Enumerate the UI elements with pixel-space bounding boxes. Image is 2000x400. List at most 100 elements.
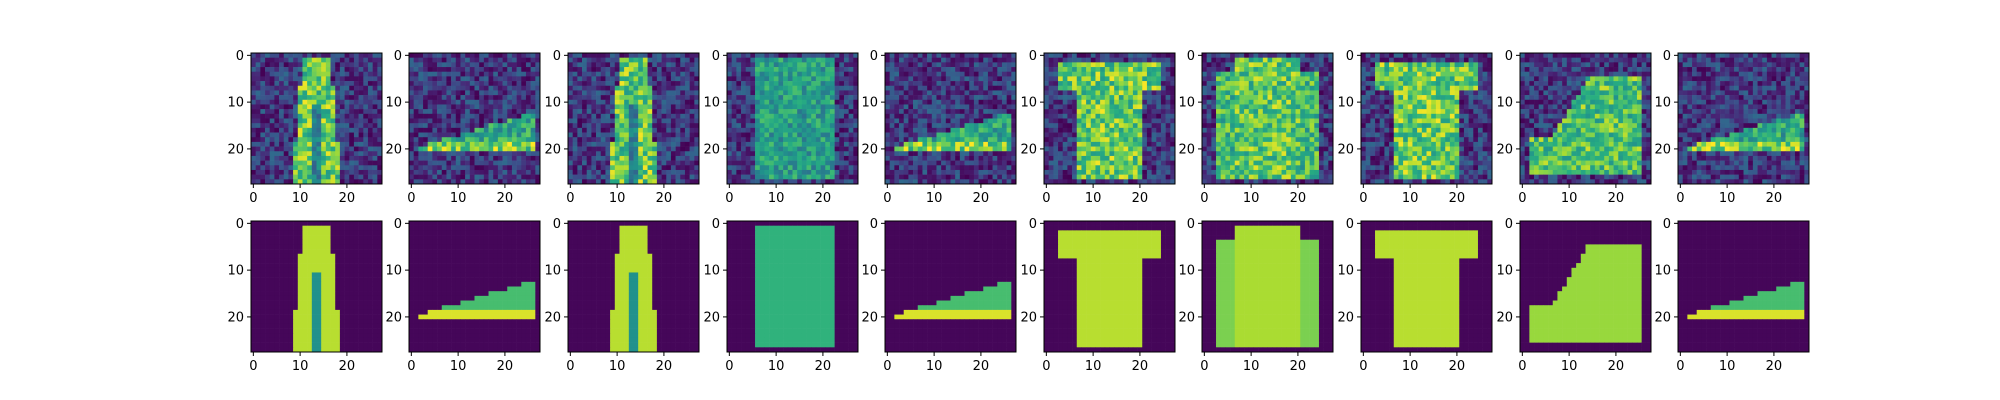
pixel-cell bbox=[755, 104, 761, 110]
pixel-cell bbox=[633, 57, 639, 63]
pixel-cell bbox=[787, 146, 793, 152]
pixel-cell bbox=[255, 99, 261, 105]
pixel-cell bbox=[684, 160, 690, 166]
pixel-cell bbox=[1044, 137, 1049, 143]
pixel-cell bbox=[269, 67, 275, 73]
pixel-cell bbox=[815, 62, 821, 68]
pixel-cell bbox=[488, 104, 494, 110]
pixel-cell bbox=[409, 67, 414, 73]
pixel-cell bbox=[778, 132, 784, 138]
pixel-cell bbox=[853, 81, 859, 87]
pixel-cell bbox=[950, 151, 956, 157]
pixel-cell bbox=[591, 146, 597, 152]
pixel-cell bbox=[987, 165, 993, 171]
pixel-cell bbox=[1100, 174, 1106, 180]
pixel-cell bbox=[525, 146, 531, 152]
pixel-cell bbox=[1081, 90, 1087, 96]
pixel-cell bbox=[1048, 151, 1054, 157]
pixel-cell bbox=[330, 57, 336, 63]
pixel-cell bbox=[825, 179, 831, 185]
pixel-cell bbox=[1048, 67, 1054, 73]
pixel-cell bbox=[783, 57, 789, 63]
pixel-cell bbox=[507, 90, 513, 96]
pixel-cell bbox=[260, 90, 266, 96]
pixel-cell bbox=[614, 76, 620, 82]
pixel-cell bbox=[885, 113, 890, 119]
pixel-cell bbox=[260, 141, 266, 147]
pixel-cell bbox=[997, 67, 1003, 73]
pixel-cell bbox=[409, 174, 414, 180]
pixel-cell bbox=[1100, 81, 1106, 87]
pixel-cell bbox=[479, 151, 485, 157]
pixel-cell bbox=[1006, 53, 1012, 58]
pixel-cell bbox=[311, 179, 317, 185]
pixel-cell bbox=[945, 95, 951, 101]
pixel-cell bbox=[1095, 169, 1101, 175]
pixel-cell bbox=[736, 71, 742, 77]
pixel-cell bbox=[983, 123, 989, 129]
pixel-cell bbox=[745, 165, 751, 171]
pixel-cell bbox=[614, 81, 620, 87]
pixel-cell bbox=[279, 67, 285, 73]
pixel-cell bbox=[251, 137, 256, 143]
pixel-cell bbox=[633, 151, 639, 157]
pixel-cell bbox=[1156, 90, 1162, 96]
pixel-cell bbox=[1062, 160, 1068, 166]
pixel-cell bbox=[1142, 160, 1148, 166]
pixel-cell bbox=[423, 155, 429, 161]
pixel-cell bbox=[377, 132, 383, 138]
pixel-cell bbox=[479, 179, 485, 185]
pixel-cell bbox=[330, 137, 336, 143]
pixel-cell bbox=[1062, 132, 1068, 138]
pixel-cell bbox=[992, 90, 998, 96]
pixel-cell bbox=[978, 99, 984, 105]
pixel-cell bbox=[586, 99, 592, 105]
pixel-cell bbox=[600, 146, 606, 152]
pixel-cell bbox=[853, 62, 859, 68]
pixel-cell bbox=[418, 85, 424, 91]
pixel-cell bbox=[293, 67, 299, 73]
pixel-cell bbox=[479, 141, 485, 147]
pixel-cell bbox=[502, 141, 508, 147]
pixel-cell bbox=[1058, 169, 1064, 175]
pixel-cell bbox=[647, 155, 653, 161]
pixel-cell bbox=[1244, 85, 1250, 91]
pixel-cell bbox=[829, 62, 835, 68]
pixel-cell bbox=[927, 81, 933, 87]
pixel-cell bbox=[811, 179, 817, 185]
pixel-cell bbox=[638, 132, 644, 138]
pixel-cell bbox=[839, 53, 845, 58]
pixel-cell bbox=[647, 118, 653, 124]
pixel-cell bbox=[1053, 165, 1059, 171]
pixel-cell bbox=[764, 155, 770, 161]
pixel-cell bbox=[596, 132, 602, 138]
pixel-cell bbox=[1044, 90, 1049, 96]
pixel-cell bbox=[959, 71, 965, 77]
pixel-cell bbox=[1165, 155, 1171, 161]
pixel-cell bbox=[363, 76, 369, 82]
pixel-cell bbox=[1067, 53, 1073, 58]
pixel-cell bbox=[600, 109, 606, 115]
pixel-cell bbox=[516, 90, 522, 96]
pixel-cell bbox=[582, 179, 588, 185]
pixel-cell bbox=[889, 85, 895, 91]
pixel-cell bbox=[409, 123, 414, 129]
pixel-cell bbox=[750, 151, 756, 157]
pixel-cell bbox=[689, 62, 695, 68]
pixel-cell bbox=[321, 90, 327, 96]
pixel-cell bbox=[955, 141, 961, 147]
pixel-cell bbox=[446, 81, 452, 87]
pixel-cell bbox=[913, 141, 919, 147]
pixel-cell bbox=[1248, 81, 1254, 87]
pixel-cell bbox=[1058, 123, 1064, 129]
pixel-cell bbox=[1001, 132, 1007, 138]
pixel-cell bbox=[596, 95, 602, 101]
pixel-cell bbox=[1100, 85, 1106, 91]
pixel-cell bbox=[353, 113, 359, 119]
pixel-cell bbox=[255, 62, 261, 68]
pixel-cell bbox=[787, 160, 793, 166]
pixel-cell bbox=[834, 71, 840, 77]
pixel-cell bbox=[787, 137, 793, 143]
pixel-cell bbox=[1067, 123, 1073, 129]
pixel-cell bbox=[325, 81, 331, 87]
